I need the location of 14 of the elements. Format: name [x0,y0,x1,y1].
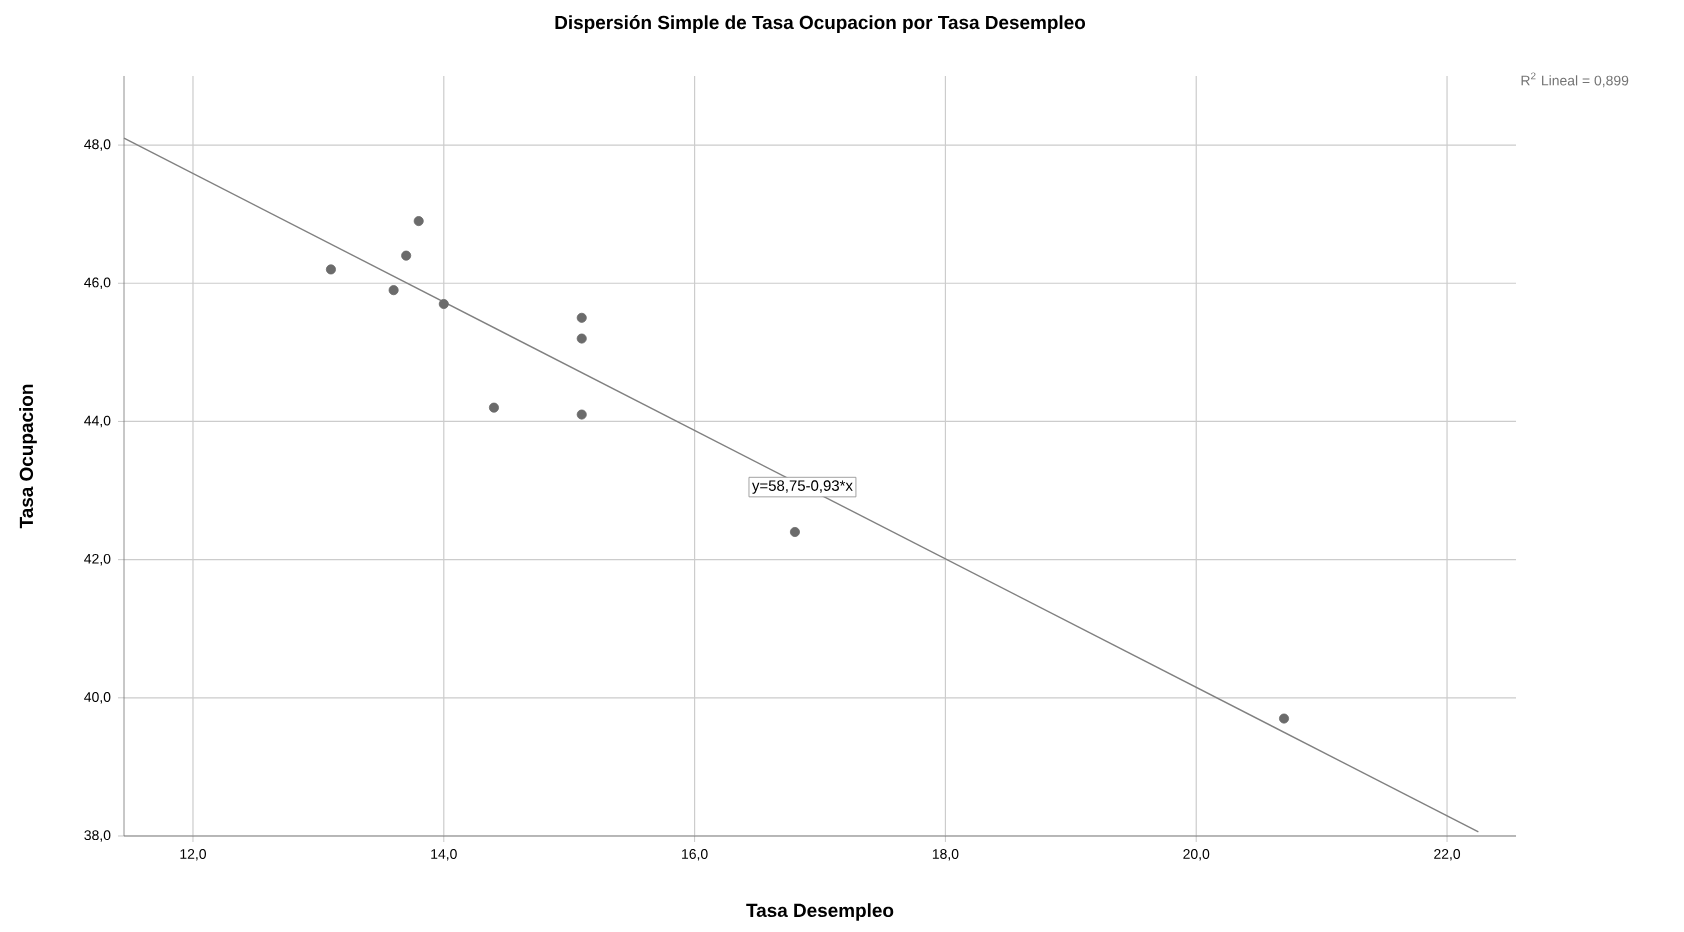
point [388,285,399,296]
point [576,312,587,323]
point [325,264,336,275]
point [488,402,499,413]
x-axis-title: Tasa Desempleo [746,903,894,921]
point [789,526,800,537]
point [1279,713,1290,724]
point [413,216,424,227]
y-axis-title: Tasa Ocupacion [19,384,37,529]
point [438,298,449,309]
point [576,409,587,420]
chart-title: Dispersión Simple de Tasa Ocupacion por Tasa Desempleo [555,15,1086,33]
point [576,333,587,344]
point [401,250,412,261]
